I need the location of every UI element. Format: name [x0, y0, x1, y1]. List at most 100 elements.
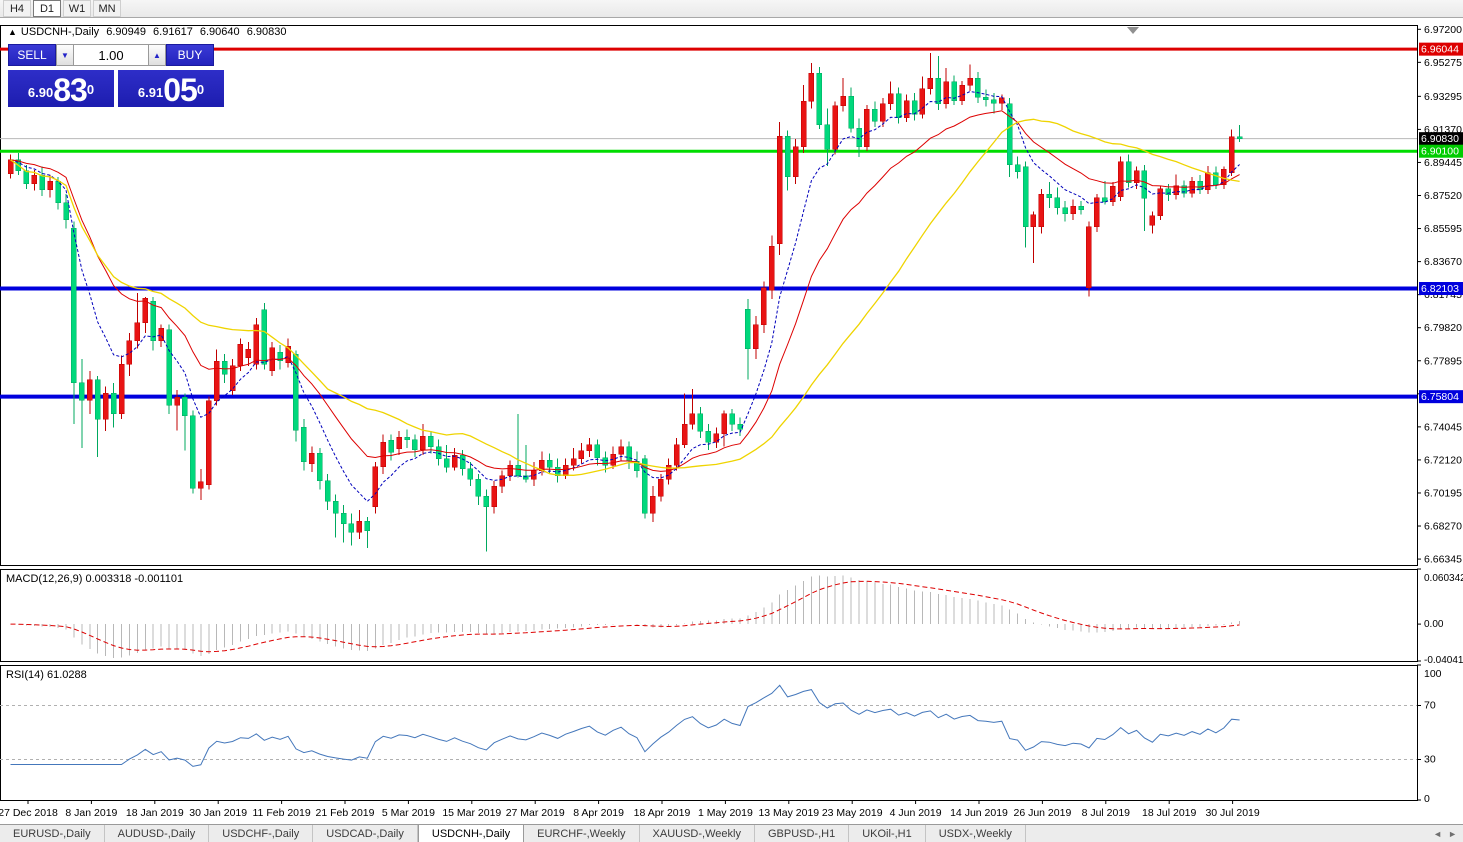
- x-axis-date-label: 13 May 2019: [758, 807, 819, 819]
- chart-title: ▲ USDCNH-,Daily 6.90949 6.91617 6.90640 6…: [8, 26, 290, 38]
- candle-body: [356, 520, 363, 533]
- rsi-pane-border: [0, 665, 1418, 801]
- x-axis-date-label: 1 May 2019: [698, 807, 753, 819]
- symbol-tab-eurchf-weekly[interactable]: EURCHF-,Weekly: [524, 825, 640, 842]
- candle-body: [396, 436, 402, 450]
- candle-body: [1110, 186, 1116, 203]
- candle-body: [1062, 207, 1068, 215]
- candle-body: [681, 423, 688, 446]
- tab-scroll-right-icon[interactable]: ►: [1448, 829, 1457, 839]
- symbol-tab-eurusd-daily[interactable]: EURUSD-,Daily: [0, 825, 105, 842]
- candle-body: [237, 344, 244, 367]
- ohlc-close: 6.90830: [246, 26, 287, 38]
- candle-body: [745, 308, 751, 349]
- candle-body: [285, 345, 291, 363]
- symbol-tab-usdx-weekly[interactable]: USDX-,Weekly: [926, 825, 1026, 842]
- candle-body: [943, 81, 949, 105]
- candle-body: [507, 465, 513, 476]
- volume-decrease-button[interactable]: ▼: [56, 44, 74, 66]
- candle-body: [118, 363, 125, 415]
- candle-body: [428, 435, 434, 447]
- candle-body: [840, 96, 846, 106]
- candle-body: [872, 108, 878, 122]
- y-axis-tick-label: 6.87520: [1424, 190, 1462, 202]
- ohlc-low: 6.90640: [199, 26, 240, 38]
- candle-body: [23, 170, 30, 185]
- y-axis-tick-label: 6.85595: [1424, 223, 1462, 235]
- candle-body: [483, 496, 490, 507]
- candle-body: [602, 457, 608, 466]
- candle-body: [467, 468, 474, 480]
- symbol-tab-xauusd-weekly[interactable]: XAUUSD-,Weekly: [640, 825, 755, 842]
- candle-body: [443, 458, 450, 468]
- candle-body: [1205, 172, 1211, 191]
- buy-button[interactable]: BUY: [166, 44, 214, 66]
- candle-body: [277, 351, 283, 361]
- candle-body: [911, 100, 918, 115]
- timeframe-button-mn[interactable]: MN: [93, 0, 121, 17]
- candle-body: [880, 103, 886, 122]
- candle-body: [848, 96, 854, 129]
- candle-body: [975, 77, 981, 98]
- candle-body: [935, 77, 942, 105]
- symbol-tab-ukoil-h1[interactable]: UKOil-,H1: [849, 825, 926, 842]
- ask-price-tile[interactable]: 6.91 05 0: [118, 70, 224, 107]
- x-axis-date-label: 15 Mar 2019: [442, 807, 501, 819]
- price-chart-canvas[interactable]: MACD(12,26,9) 0.003318 -0.001101 RSI(14) …: [0, 18, 1463, 824]
- y-axis-tick-label: 6.77895: [1424, 355, 1462, 367]
- y-axis-tick-label: 6.79820: [1424, 322, 1462, 334]
- candle-body: [261, 309, 268, 365]
- candle-body: [213, 360, 220, 401]
- candle-body: [142, 297, 149, 324]
- candle-body: [792, 146, 799, 178]
- candle-body: [1086, 226, 1092, 288]
- timeframe-button-w1[interactable]: W1: [63, 0, 91, 17]
- bid-price-base: 6.90: [27, 85, 54, 100]
- candle-body: [451, 454, 458, 468]
- macd-axis-label: 0.060342: [1424, 573, 1463, 584]
- chart-shift-marker-icon[interactable]: [1127, 27, 1139, 34]
- volume-increase-button[interactable]: ▲: [148, 44, 166, 66]
- candle-body: [150, 301, 156, 342]
- tab-scroll-arrows: ◄ ►: [1427, 825, 1463, 842]
- candle-body: [79, 382, 85, 401]
- candle-body: [198, 481, 204, 489]
- x-axis-date-label: 21 Feb 2019: [316, 807, 375, 819]
- x-axis-date-label: 14 Jun 2019: [950, 807, 1008, 819]
- symbol-tab-gbpusd-h1[interactable]: GBPUSD-,H1: [755, 825, 850, 842]
- moving-average-line-33: [10, 118, 1240, 476]
- volume-input[interactable]: [74, 44, 148, 66]
- candle-body: [713, 433, 720, 443]
- sell-button[interactable]: SELL: [8, 44, 56, 66]
- collapse-arrow-icon[interactable]: ▲: [8, 27, 17, 37]
- symbol-tab-usdcnh-daily[interactable]: USDCNH-,Daily: [417, 825, 525, 842]
- candle-body: [721, 413, 727, 434]
- symbol-tab-usdcad-daily[interactable]: USDCAD-,Daily: [313, 825, 418, 842]
- candle-body: [1213, 172, 1219, 185]
- candle-body: [927, 77, 934, 89]
- candle-body: [1181, 185, 1187, 194]
- timeframe-button-d1[interactable]: D1: [33, 0, 61, 17]
- x-axis-date-label: 30 Jul 2019: [1205, 807, 1259, 819]
- candle-body: [435, 446, 442, 459]
- candle-body: [309, 453, 315, 464]
- candle-body: [887, 93, 894, 105]
- candle-body: [229, 365, 236, 391]
- tab-scroll-left-icon[interactable]: ◄: [1433, 829, 1443, 839]
- candle-body: [1014, 164, 1021, 173]
- symbol-tab-audusd-daily[interactable]: AUDUSD-,Daily: [105, 825, 210, 842]
- candle-body: [158, 327, 164, 342]
- bid-price-tile[interactable]: 6.90 83 0: [8, 70, 114, 107]
- symbol-tab-usdchf-daily[interactable]: USDCHF-,Daily: [209, 825, 314, 842]
- candle-body: [1094, 197, 1100, 227]
- price-label-6.90830: 6.90830: [1421, 133, 1459, 145]
- candle-body: [380, 441, 386, 468]
- y-axis-tick-label: 6.83670: [1424, 256, 1462, 268]
- candle-body: [546, 460, 553, 468]
- candle-body: [1054, 197, 1061, 209]
- timeframe-button-h4[interactable]: H4: [3, 0, 31, 17]
- candle-body: [1228, 136, 1235, 173]
- candle-body: [1022, 166, 1029, 227]
- candle-body: [190, 415, 196, 489]
